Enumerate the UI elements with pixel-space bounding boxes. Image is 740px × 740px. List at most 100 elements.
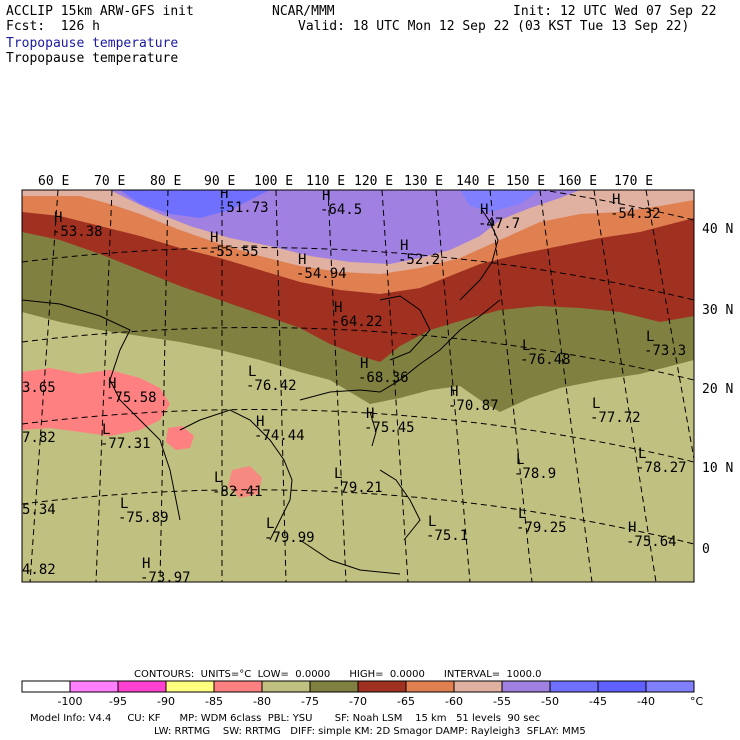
colorbar-swatch — [357, 680, 407, 693]
longitude-label: 90 E — [204, 174, 235, 189]
map-frame — [21, 189, 695, 583]
extremum-value: -79.25 — [516, 520, 567, 536]
low-marker: L — [516, 452, 524, 468]
colorbar-swatch — [261, 680, 311, 693]
extremum-value: -73.3 — [644, 343, 686, 359]
low-marker: L — [102, 422, 110, 438]
high-marker: H — [142, 556, 150, 572]
colorbar-swatch — [405, 680, 455, 693]
high-marker: H — [220, 186, 228, 202]
extremum-value: -47.7 — [478, 216, 520, 232]
colorbar-tick-label: -65 — [397, 695, 415, 708]
extremum-value: 3.65 — [22, 380, 56, 396]
high-marker: H — [480, 202, 488, 218]
low-marker: L — [592, 396, 600, 412]
colorbar-tick-label: -95 — [109, 695, 127, 708]
extremum-value: -54.32 — [610, 206, 661, 222]
low-marker: L — [428, 514, 436, 530]
colorbar-tick-label: -70 — [349, 695, 367, 708]
colorbar-swatch — [165, 680, 215, 693]
extremum-value: -74.44 — [254, 428, 305, 444]
extremum-value: -75.58 — [106, 390, 157, 406]
extremum-value: 5.34 — [22, 502, 56, 518]
longitude-label: 80 E — [150, 174, 181, 189]
extremum-value: -79.21 — [332, 480, 383, 496]
patch-minus-85-80-india — [22, 368, 170, 436]
longitude-label: 150 E — [506, 174, 545, 189]
extremum-value: -78.27 — [636, 460, 687, 476]
low-marker: L — [518, 506, 526, 522]
extremum-value: -75.89 — [118, 510, 169, 526]
extremum-value: -51.73 — [218, 200, 269, 216]
model-title: ACCLIP 15km ARW-GFS init — [6, 4, 194, 19]
colorbar-tick-label: -50 — [541, 695, 559, 708]
extremum-value: -55.55 — [208, 244, 259, 260]
colorbar-swatch — [213, 680, 263, 693]
latitude-label: 0 — [702, 542, 710, 557]
low-marker: L — [120, 496, 128, 512]
extremum-value: -77.31 — [100, 436, 151, 452]
physics-info: LW: RRTMG SW: RRTMG DIFF: simple KM: 2D … — [154, 726, 586, 737]
field-title: Tropopause temperature — [6, 36, 179, 51]
latitude-labels: 40 N 30 N 20 N 10 N 0 — [702, 222, 733, 557]
latitude-label: 20 N — [702, 382, 733, 397]
high-marker: H — [54, 210, 62, 226]
colorbar-tick-label: -40 — [637, 695, 655, 708]
longitude-label: 130 E — [404, 174, 443, 189]
longitude-label: 140 E — [456, 174, 495, 189]
band-minus-50-45 — [120, 190, 270, 218]
extremum-value: -70.87 — [448, 398, 499, 414]
colorbar-labels: -100 -95 -90 -85 -80 -75 -70 -65 -60 -55 -50 -45 -40… — [58, 695, 704, 708]
colorbar-tick-label: -60 — [445, 695, 463, 708]
colorbar — [21, 680, 695, 693]
valid-time: Valid: 18 UTC Mon 12 Sep 22 (03 KST Tue … — [298, 19, 690, 34]
low-marker: L — [248, 364, 256, 380]
colorbar-tick-label: -100 — [58, 695, 83, 708]
extremum-value: -64.5 — [320, 202, 362, 218]
longitude-label: 160 E — [558, 174, 597, 189]
extremum-value: -52.2 — [398, 252, 440, 268]
extremum-value: -68.36 — [358, 370, 409, 386]
colorbar-tick-label: -75 — [301, 695, 319, 708]
low-marker: L — [638, 446, 646, 462]
longitude-label: 170 E — [614, 174, 653, 189]
field-title-secondary: Tropopause temperature — [6, 51, 179, 66]
model-info: Model Info: V4.4 CU: KF MP: WDM 6class P… — [30, 713, 541, 724]
low-marker: L — [334, 466, 342, 482]
latitude-label: 30 N — [702, 303, 733, 318]
colorbar-tick-label: -85 — [205, 695, 223, 708]
high-marker: H — [400, 238, 408, 254]
high-marker: H — [334, 300, 342, 316]
patch-minus-85-80-bay — [166, 426, 194, 450]
longitude-label: 70 E — [94, 174, 125, 189]
forecast-hour: Fcst: 126 h — [6, 19, 100, 34]
longitude-labels: 60 E 70 E 80 E 90 E 100 E 110 E 120 E 130 E 140 … — [38, 174, 653, 189]
colorbar-swatch — [69, 680, 119, 693]
map-area: H-53.38H-51.73H-64.5H-55.55 H-54.94H-52.2… — [22, 186, 694, 586]
colorbar-swatch — [549, 680, 599, 693]
extremum-value: -75.64 — [626, 534, 677, 550]
longitude-label: 110 E — [306, 174, 345, 189]
colorbar-swatch — [453, 680, 503, 693]
extrema-labels: H-53.38H-51.73H-64.5H-55.55 H-54.94H-52.2… — [22, 186, 687, 586]
extremum-value: -73.97 — [140, 570, 191, 586]
high-marker: H — [256, 414, 264, 430]
longitude-gridlines — [29, 190, 694, 582]
extremum-value: -53.38 — [52, 224, 103, 240]
colorbar-tick-label: -80 — [253, 695, 271, 708]
colorbar-swatch — [117, 680, 167, 693]
extremum-value: -76.42 — [246, 378, 297, 394]
high-marker: H — [210, 230, 218, 246]
extremum-value: -54.94 — [296, 266, 347, 282]
center-label: NCAR/MMM — [272, 4, 335, 19]
high-marker: H — [366, 406, 374, 422]
colorbar-unit: °C — [690, 695, 704, 708]
extremum-value: -82.41 — [212, 484, 263, 500]
colorbar-swatch — [597, 680, 647, 693]
colorbar-tick-label: -90 — [157, 695, 175, 708]
extremum-value: -79.99 — [264, 530, 315, 546]
extremum-value: -75.45 — [364, 420, 415, 436]
extremum-value: 7.82 — [22, 430, 56, 446]
low-marker: L — [214, 470, 222, 486]
